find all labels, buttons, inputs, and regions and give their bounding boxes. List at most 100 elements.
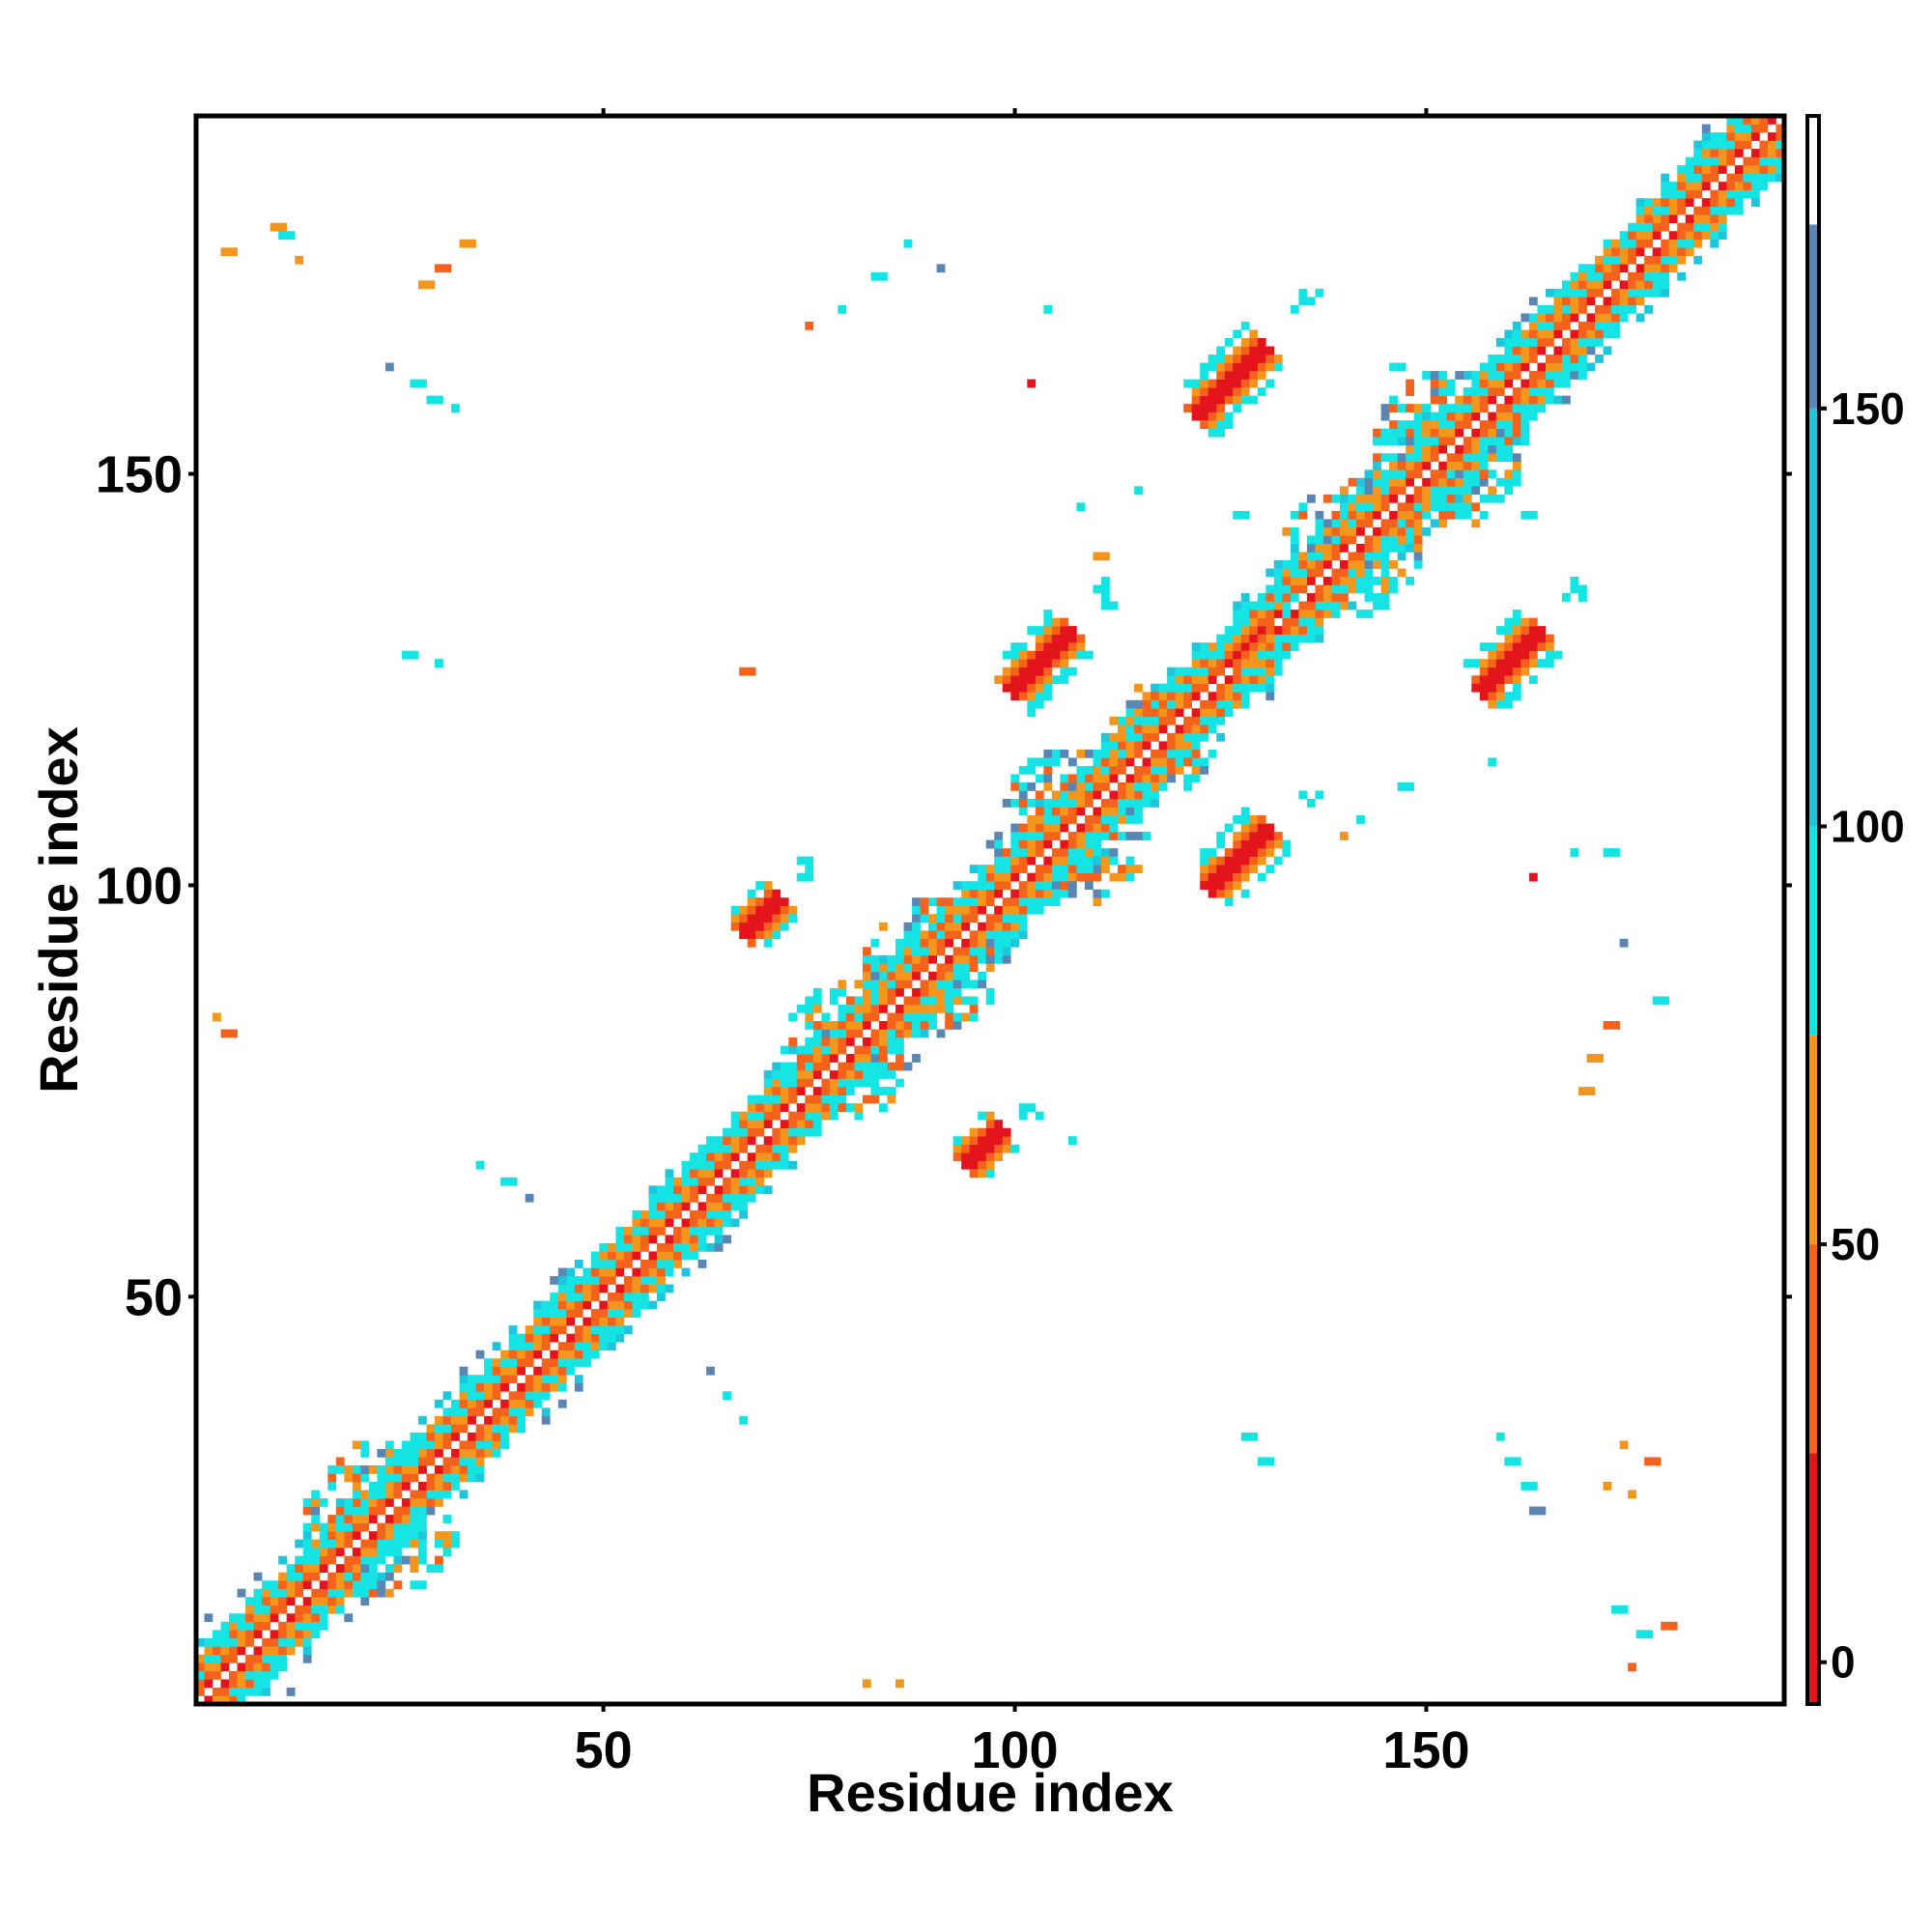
heatmap-cell [985,922,995,931]
heatmap-cell [1208,379,1217,388]
heatmap-cell [1422,371,1432,380]
heatmap-cell [1158,683,1168,693]
heatmap-cell [1677,255,1687,265]
heatmap-cell [574,1300,583,1310]
heatmap-cell [451,1432,460,1441]
heatmap-cell [1265,593,1275,602]
heatmap-cell [739,1209,749,1219]
heatmap-cell [1562,346,1571,355]
heatmap-cell [1463,453,1472,463]
heatmap-cell [1348,477,1357,487]
heatmap-cell [1018,650,1028,660]
heatmap-cell [1265,355,1275,363]
heatmap-cell [1208,749,1217,758]
heatmap-cell [220,1654,230,1663]
heatmap-cell [335,1572,345,1581]
heatmap-cell [1685,222,1694,232]
heatmap-cell [1100,732,1110,742]
heatmap-cell [1249,379,1259,388]
heatmap-cell [1010,897,1020,907]
heatmap-cell [1134,815,1143,824]
heatmap-cell [492,1440,501,1450]
heatmap-cell [435,395,443,405]
heatmap-cell [1701,231,1711,241]
heatmap-cell [1380,486,1390,496]
heatmap-cell [435,659,443,668]
heatmap-cell [550,1300,559,1310]
heatmap-cell [1504,428,1514,438]
heatmap-cell [961,1152,971,1162]
heatmap-cell [665,1177,674,1186]
heatmap-cell [574,1309,583,1318]
heatmap-cell [1348,519,1357,528]
heatmap-cell [475,1432,485,1441]
heatmap-cell [1249,659,1259,668]
heatmap-cell [1315,526,1324,536]
heatmap-cell [772,922,781,931]
heatmap-cell [1233,355,1242,363]
heatmap-cell [566,1276,576,1285]
heatmap-cell [1570,362,1579,372]
heatmap-cell [590,1350,600,1359]
heatmap-cell [615,1325,625,1334]
heatmap-cell [657,1218,666,1228]
heatmap-cell [1183,757,1192,767]
heatmap-cell [1273,584,1283,594]
heatmap-cell [541,1375,551,1384]
heatmap-cell [1240,683,1250,693]
heatmap-cell [417,280,427,290]
heatmap-cell [1249,601,1259,611]
heatmap-cell [335,1605,345,1614]
heatmap-cell [632,1276,641,1285]
heatmap-cell [1134,699,1143,709]
heatmap-cell [1315,519,1324,528]
heatmap-cell [763,922,773,931]
heatmap-cell [1002,1144,1011,1153]
heatmap-cell [920,996,929,1006]
heatmap-cell [384,1440,394,1450]
heatmap-cell [278,1654,287,1663]
heatmap-cell [1167,692,1176,701]
heatmap-cell [1512,346,1521,355]
heatmap-cell [1512,477,1521,487]
heatmap-cell [1537,329,1547,339]
heatmap-cell [978,1152,987,1162]
heatmap-cell [213,1695,221,1705]
heatmap-cell [1389,577,1398,585]
heatmap-cell [1471,675,1481,685]
heatmap-cell [1743,116,1752,125]
heatmap-cell [1158,781,1168,791]
heatmap-cell [772,905,781,915]
heatmap-cell [1067,642,1077,651]
heatmap-cell [1118,749,1126,758]
heatmap-cell [1076,781,1086,791]
heatmap-cell [1495,699,1505,709]
heatmap-cell [903,938,913,948]
heatmap-cell [1570,297,1579,306]
heatmap-cell [805,1037,814,1046]
heatmap-cell [1504,412,1514,421]
heatmap-cell [895,1037,904,1046]
heatmap-cell [1167,716,1176,725]
heatmap-cell [755,1103,765,1112]
heatmap-cell [1282,584,1292,594]
heatmap-cell [302,1572,312,1581]
heatmap-cell [1389,437,1398,446]
heatmap-cell [1224,362,1234,372]
heatmap-cell [994,954,1004,964]
heatmap-cell [1726,124,1736,133]
heatmap-cell [1380,502,1390,512]
heatmap-cell [1257,1457,1266,1466]
heatmap-cell [295,1588,304,1598]
heatmap-cell [829,1045,838,1055]
heatmap-cell [1545,355,1554,363]
heatmap-cell [1249,832,1259,840]
heatmap-cell [1216,699,1226,709]
heatmap-cell [1249,346,1259,355]
heatmap-cell [1701,222,1711,232]
heatmap-cell [961,1012,971,1022]
heatmap-cell [410,1498,419,1507]
heatmap-cell [1520,510,1530,520]
heatmap-cell [295,1630,304,1639]
heatmap-cell [1406,510,1414,520]
